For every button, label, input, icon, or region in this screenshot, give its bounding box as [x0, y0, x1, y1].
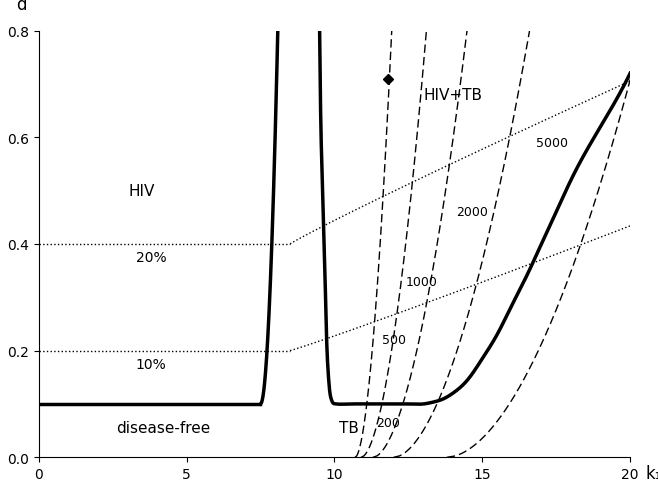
- Text: 10%: 10%: [136, 357, 166, 371]
- Text: 200: 200: [376, 416, 399, 429]
- Text: 5000: 5000: [536, 137, 567, 150]
- Text: HIV+TB: HIV+TB: [423, 88, 482, 103]
- Text: 500: 500: [382, 334, 406, 347]
- Text: 20%: 20%: [136, 251, 166, 264]
- Text: TB: TB: [340, 421, 359, 436]
- Text: 1000: 1000: [405, 275, 438, 288]
- X-axis label: k₁: k₁: [645, 464, 658, 482]
- Text: disease-free: disease-free: [116, 421, 210, 436]
- Y-axis label: d: d: [16, 0, 26, 15]
- Text: 2000: 2000: [456, 206, 488, 219]
- Text: HIV: HIV: [129, 183, 155, 199]
